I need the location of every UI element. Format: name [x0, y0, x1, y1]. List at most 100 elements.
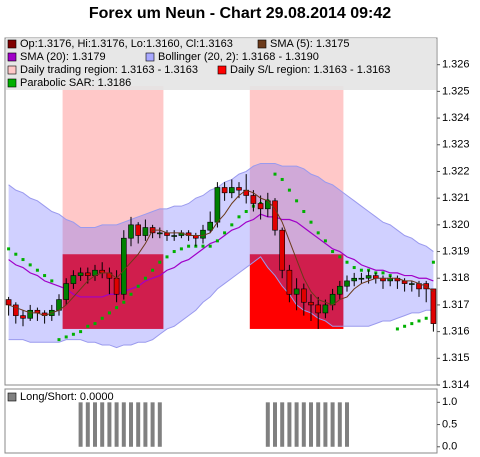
legend-box — [6, 38, 436, 90]
candle-body — [229, 187, 235, 194]
sar-dot — [115, 306, 119, 310]
candle-body — [171, 235, 177, 237]
candle-body — [200, 229, 206, 239]
candle-body — [85, 272, 91, 276]
candle-body — [20, 315, 26, 319]
legend-swatch — [7, 39, 17, 49]
candle-body — [5, 299, 12, 306]
sar-dot — [273, 172, 277, 176]
y-tick-label: 1.318 — [442, 272, 470, 284]
sar-dot — [43, 274, 47, 278]
legend-swatch — [7, 65, 17, 75]
sar-dot — [410, 322, 414, 326]
bar — [107, 402, 112, 447]
sar-dot — [331, 250, 335, 254]
y-tick-label: 1.326 — [442, 59, 470, 71]
candle-body — [344, 280, 350, 287]
y-tick-label: 1.325 — [442, 85, 470, 97]
candle-body — [121, 237, 127, 295]
bar — [93, 402, 97, 447]
legend-swatch — [257, 39, 267, 49]
sar-dot — [172, 250, 176, 254]
candle-body — [300, 288, 307, 303]
y-tick-label: 1.322 — [442, 165, 470, 177]
sar-dot — [187, 244, 191, 248]
sar-dot — [165, 255, 169, 259]
sar-dot — [316, 231, 320, 235]
legend-swatch — [217, 65, 227, 75]
sar-dot — [244, 210, 248, 213]
bar — [294, 402, 299, 447]
legend-swatch — [7, 78, 17, 88]
sar-dot — [345, 260, 349, 264]
sar-dot — [64, 335, 68, 339]
lower-panel — [4, 388, 438, 454]
sar-dot — [35, 268, 39, 272]
candle-body — [13, 304, 19, 316]
candle-body — [293, 288, 300, 295]
y-tick-label: 1.323 — [442, 139, 470, 151]
candle-body — [315, 304, 322, 314]
bollinger-upper — [8, 162, 434, 252]
main-plot: 1.314 1.315 1.316 1.317 1.318 1.319 1.320 1.321… — [5, 38, 470, 391]
candle-body — [27, 309, 34, 319]
sar-dot — [309, 220, 313, 224]
bar — [265, 402, 270, 447]
sar-dot — [295, 199, 299, 203]
candle-body — [351, 277, 358, 282]
y-tick-label: 1.314 — [442, 379, 470, 391]
sar-dot — [122, 300, 126, 304]
bar — [345, 402, 349, 447]
legend-swatch — [7, 392, 17, 402]
candle-body — [322, 304, 329, 314]
lower-plot: Long/Short: 0.0000 0.0 0.5 1.0 — [7, 391, 457, 453]
bar — [129, 402, 133, 447]
sar-dot — [21, 258, 25, 262]
candle-body — [221, 187, 228, 194]
y-tick-label: 1.316 — [442, 326, 470, 338]
sar-dot — [57, 338, 61, 342]
sar-dot — [237, 215, 241, 219]
y-tick-label: 1.315 — [442, 352, 470, 364]
y-tick-label: 1.317 — [442, 299, 470, 311]
sar-dot — [71, 332, 75, 336]
y-tick-label: 0.5 — [442, 418, 457, 430]
bar — [143, 402, 148, 447]
sar-dot — [381, 271, 385, 275]
sar-dot — [28, 263, 32, 267]
legend-swatch — [7, 52, 17, 62]
sar-dot — [417, 319, 421, 323]
sar-dot — [201, 244, 205, 248]
bar — [150, 402, 155, 447]
sar-dot — [223, 231, 227, 235]
bar — [301, 402, 306, 447]
sar-dot — [280, 177, 284, 181]
sar-dot — [136, 284, 140, 288]
candle-body — [63, 283, 70, 300]
bar — [114, 402, 119, 447]
sar-dot — [129, 292, 133, 296]
region — [62, 254, 164, 329]
legend-label: Daily S/L region: 1.3163 - 1.3163 — [230, 64, 390, 76]
sar-dot — [158, 260, 162, 264]
candle-body — [272, 200, 278, 231]
legend-label: Daily trading region: 1.3163 - 1.3163 — [20, 64, 198, 76]
sar-dot — [107, 311, 111, 315]
candle-body — [358, 277, 365, 280]
bar — [330, 402, 335, 447]
sar-dot — [338, 255, 342, 259]
sar-dot — [7, 247, 11, 251]
candle-body — [77, 272, 84, 276]
sar-dot — [215, 239, 219, 243]
legend-label: Bollinger (20, 2): 1.3168 - 1.3190 — [158, 51, 319, 63]
candle-body — [70, 275, 77, 284]
candle-body — [308, 301, 314, 306]
sar-dot — [179, 247, 183, 251]
sar-dot — [302, 210, 306, 213]
sma5-line — [8, 189, 434, 317]
candle-body — [250, 195, 257, 204]
legend-label: SMA (5): 1.3175 — [270, 38, 350, 50]
candle-body — [257, 203, 264, 210]
sma20-line — [8, 213, 434, 298]
